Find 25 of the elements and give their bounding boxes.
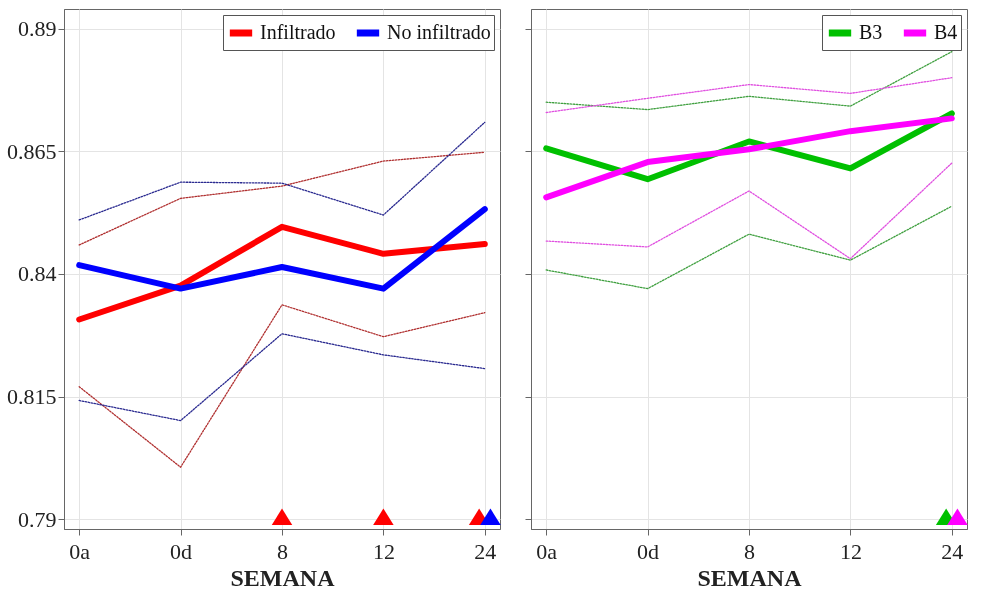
y-tick-label: 0.79 [18,506,57,532]
legend-label: No infiltrado [387,21,491,43]
x-tick-label: 0d [637,538,660,564]
y-tick-label: 0.89 [18,16,57,42]
x-tick-label: 12 [372,538,395,564]
legend-label: B4 [934,21,958,43]
line-series [78,151,486,246]
line-series [78,333,486,422]
y-tick-label: 0.84 [18,261,57,287]
x-tick-label: 0a [69,538,91,564]
line-series [78,304,486,468]
y-tick-label: 0.865 [7,138,57,164]
x-tick-label: 0d [170,538,193,564]
x-tick-label: 24 [474,538,497,564]
line-series [78,121,486,221]
x-tick-label: 8 [277,538,288,564]
legend-label: Infiltrado [260,21,336,43]
x-tick-label: 8 [744,538,755,564]
x-tick-label: 24 [941,538,964,564]
x-tick-label: 0a [536,538,558,564]
x-tick-label: 12 [839,538,862,564]
y-tick-label: 0.815 [7,384,57,410]
legend-label: B3 [859,21,883,43]
x-axis-title: SEMANA [230,564,336,591]
x-axis-title: SEMANA [697,564,803,591]
